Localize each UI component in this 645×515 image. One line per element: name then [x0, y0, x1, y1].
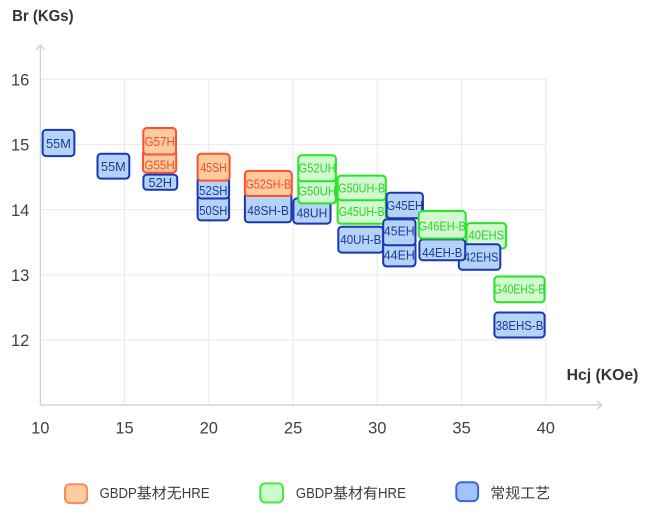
svg-text:25: 25: [284, 419, 302, 437]
svg-text:45SH: 45SH: [200, 160, 226, 175]
svg-text:12: 12: [11, 332, 29, 350]
svg-text:15: 15: [11, 137, 29, 155]
svg-text:44EH: 44EH: [384, 248, 415, 263]
svg-text:G55H: G55H: [145, 157, 175, 172]
svg-text:Br (KGs): Br (KGs): [12, 8, 74, 25]
svg-text:55M: 55M: [46, 136, 71, 151]
svg-text:14: 14: [11, 202, 29, 220]
svg-text:G45UH-B: G45UH-B: [339, 204, 385, 219]
svg-text:52H: 52H: [148, 175, 172, 190]
svg-text:GBDP: GBDP: [100, 485, 137, 502]
svg-text:40: 40: [537, 419, 555, 437]
svg-text:48UH: 48UH: [296, 206, 327, 221]
svg-text:45EH: 45EH: [384, 224, 415, 239]
svg-text:10: 10: [31, 419, 49, 437]
svg-text:G46EH-B: G46EH-B: [419, 219, 466, 234]
svg-text:HRE: HRE: [378, 485, 406, 502]
svg-text:55M: 55M: [101, 159, 126, 174]
svg-text:20: 20: [200, 419, 218, 437]
svg-text:G52SH-B: G52SH-B: [246, 176, 291, 191]
svg-text:42EHS: 42EHS: [464, 250, 499, 265]
svg-text:50SH: 50SH: [199, 203, 227, 218]
svg-text:16: 16: [11, 72, 29, 90]
svg-text:48SH-B: 48SH-B: [247, 203, 289, 218]
svg-text:G57H: G57H: [145, 134, 175, 149]
svg-text:40UH-B: 40UH-B: [340, 232, 381, 247]
svg-text:15: 15: [115, 419, 133, 437]
svg-text:38EHS-B: 38EHS-B: [496, 318, 544, 333]
svg-text:G50UH: G50UH: [298, 183, 336, 198]
svg-text:13: 13: [11, 267, 29, 285]
svg-text:HRE: HRE: [182, 485, 210, 502]
svg-text:GBDP: GBDP: [296, 485, 333, 502]
svg-text:35: 35: [452, 419, 470, 437]
svg-text:G40EHS-B: G40EHS-B: [494, 281, 546, 296]
svg-text:52SH: 52SH: [199, 183, 227, 198]
svg-text:30: 30: [368, 419, 386, 437]
svg-text:Hcj (KOe): Hcj (KOe): [567, 367, 639, 384]
svg-text:G52UH: G52UH: [299, 161, 336, 176]
svg-text:44EH-B: 44EH-B: [422, 245, 462, 260]
svg-text:G45EH: G45EH: [387, 198, 424, 213]
svg-text:G50UH-B: G50UH-B: [338, 180, 385, 195]
svg-text:40EHS: 40EHS: [469, 228, 505, 243]
